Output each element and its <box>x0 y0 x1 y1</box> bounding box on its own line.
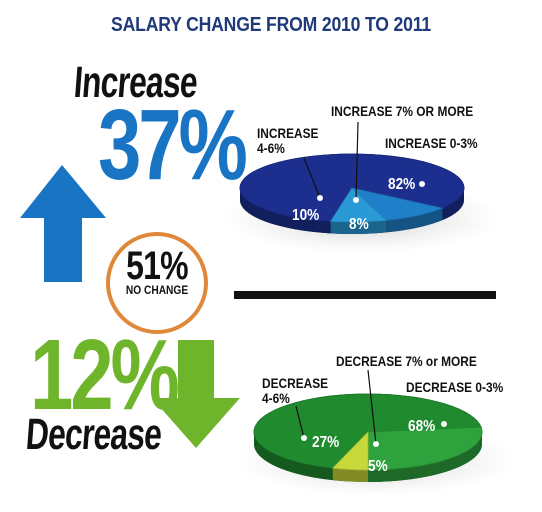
slice-label-decrease-7-plus: DECREASE 7% or MORE <box>336 353 477 369</box>
pie-slice-side <box>332 468 368 482</box>
label-dot <box>353 197 359 203</box>
no-change-label: NO CHANGE <box>125 283 189 297</box>
leader-line <box>355 121 359 201</box>
leader-line <box>367 369 377 445</box>
arrow-up-icon <box>20 165 106 282</box>
pie-chart-decrease <box>253 393 483 482</box>
page-title: SALARY CHANGE FROM 2010 TO 2011 <box>111 14 431 36</box>
pie-slice-side <box>254 432 333 481</box>
increase-percent: 37% <box>98 89 248 201</box>
leader-line <box>295 405 305 439</box>
pie-slice-top <box>331 431 369 471</box>
slice-label-decrease-0-3: DECREASE 0-3% <box>406 379 504 395</box>
slice-value-decrease-7-plus: 5% <box>368 458 388 475</box>
leader-line <box>303 157 321 199</box>
arrow-down-icon <box>152 340 240 448</box>
no-change-badge: 51% NO CHANGE <box>106 232 208 334</box>
label-dot <box>301 435 307 441</box>
slice-value-increase-0-3: 82% <box>388 176 416 193</box>
label-dot <box>317 195 323 201</box>
pie-slice-side <box>240 188 331 234</box>
slice-value-decrease-4-6: 27% <box>312 434 340 451</box>
label-dot <box>441 421 447 427</box>
no-change-value: 51% <box>126 244 188 288</box>
slice-label-increase-4-6: INCREASE 4-6% <box>257 125 319 156</box>
slice-value-increase-7-plus: 8% <box>349 216 369 233</box>
pie-slice-top <box>367 426 483 471</box>
slice-value-decrease-0-3: 68% <box>408 418 436 435</box>
slice-value-increase-4-6: 10% <box>292 207 320 224</box>
pie-slice-side <box>368 432 482 482</box>
label-dot <box>419 181 425 187</box>
pie-chart-increase <box>239 153 465 235</box>
slice-label-increase-7-plus: INCREASE 7% OR MORE <box>331 103 474 119</box>
pie-slice-side <box>330 220 387 235</box>
slice-label-increase-0-3: INCREASE 0-3% <box>385 135 478 151</box>
pie-slice-top <box>253 393 482 469</box>
decrease-label: Decrease <box>24 410 164 459</box>
pie-slice-side <box>386 208 443 233</box>
slice-label-decrease-4-6: DECREASE 4-6% <box>262 375 329 406</box>
decrease-percent: 12% <box>30 319 180 431</box>
divider <box>234 291 496 299</box>
label-dot <box>373 441 379 447</box>
pie-slice-side <box>442 188 464 221</box>
pie-slice-top <box>329 187 388 223</box>
